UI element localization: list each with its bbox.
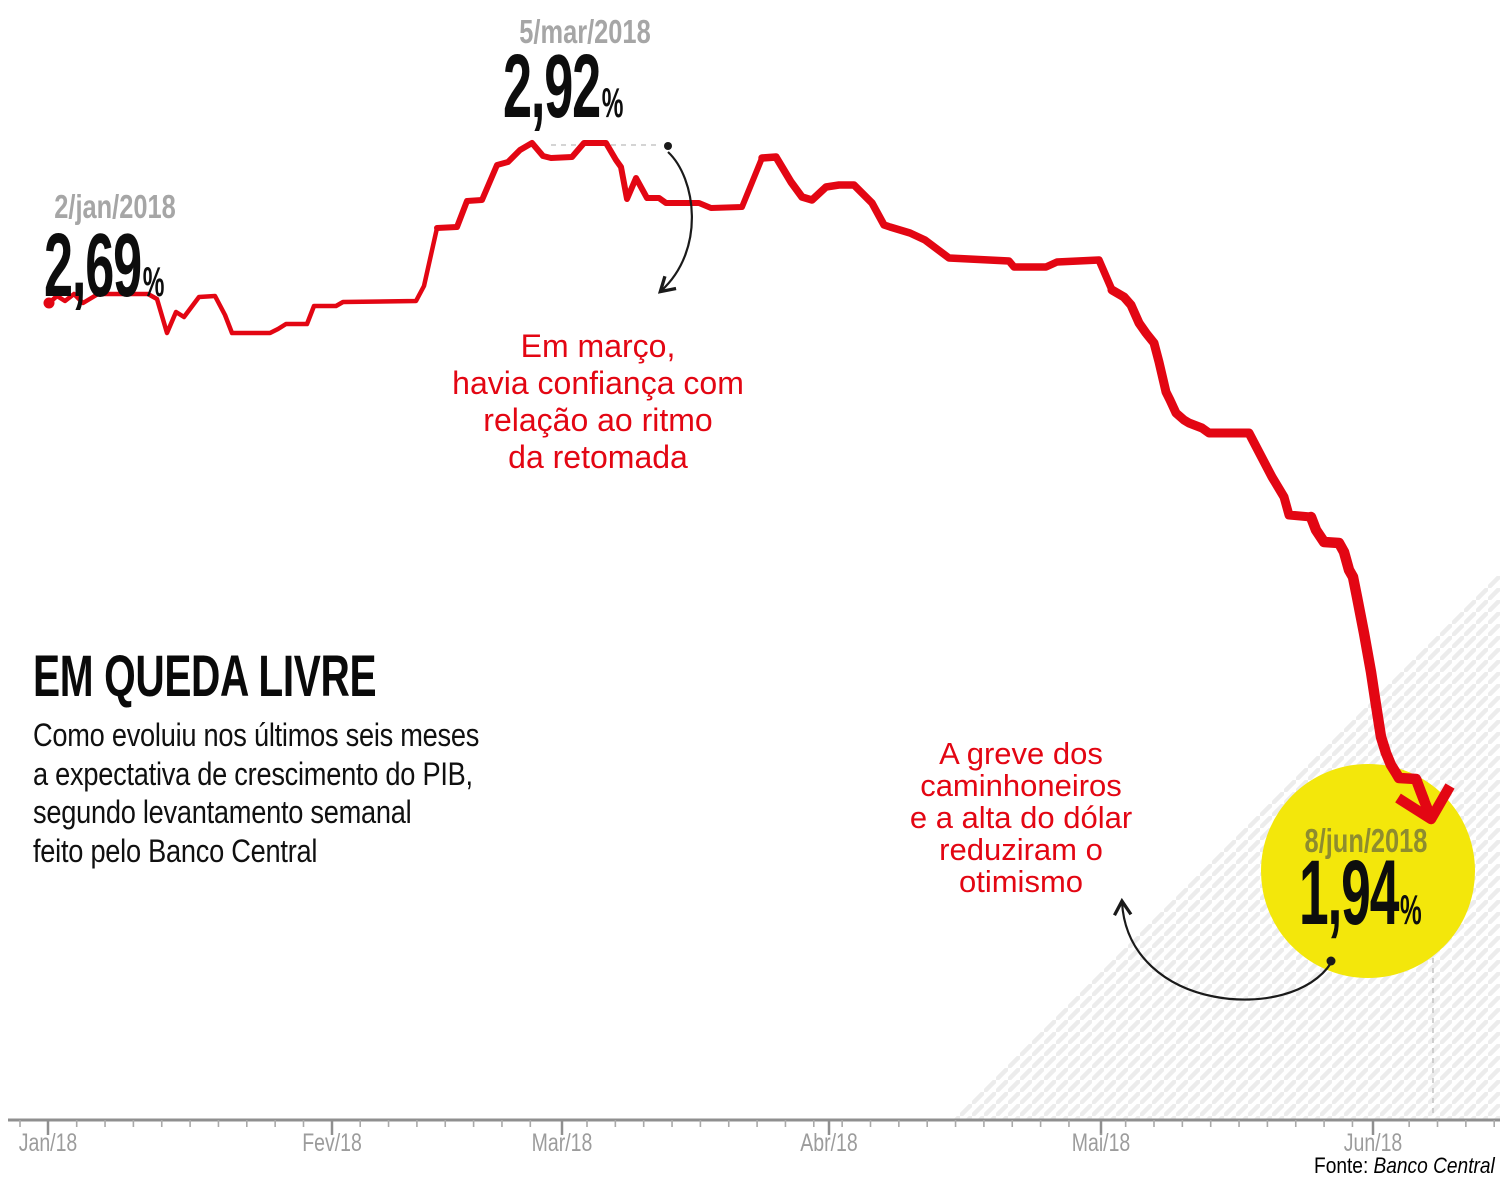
axis-month-label-jun-18: Jun/18 <box>1343 1129 1403 1157</box>
callout-start-value: 2,69% <box>44 221 164 311</box>
march-curved-arrow-icon <box>657 151 693 294</box>
march-connector-dot <box>664 142 672 150</box>
june-connector-dot <box>1326 956 1336 966</box>
axis-month-label-mar-18: Mar/18 <box>531 1129 593 1157</box>
x-axis-ticks <box>19 1120 1495 1135</box>
end-value-unit: % <box>1399 886 1422 933</box>
source-prefix: Fonte: <box>1314 1153 1369 1178</box>
annotation-march: Em março, havia confiança com relação ao… <box>452 328 744 475</box>
axis-month-label-mai-18: Mai/18 <box>1071 1129 1131 1157</box>
start-value-number: 2,69 <box>44 216 142 316</box>
hatch-decoration <box>950 569 1500 1119</box>
june-curved-arrow-icon <box>1113 897 1332 1001</box>
gdp-expectation-line <box>46 140 1430 806</box>
page-subtitle: Como evoluiu nos últimos seis meses a ex… <box>33 717 480 869</box>
gdp-line-segment <box>434 140 765 231</box>
callout-peak-date: 5/mar/2018 <box>519 13 651 50</box>
callout-end-value: 1,94% <box>1299 847 1422 939</box>
callout-end-date: 8/jun/2018 <box>1304 822 1428 859</box>
peak-value-unit: % <box>601 79 624 126</box>
gdp-line-segment <box>758 153 1116 294</box>
line-end-arrow-icon <box>1395 777 1455 825</box>
peak-value-number: 2,92 <box>503 37 601 137</box>
source-name: Banco Central <box>1373 1153 1495 1178</box>
axis-month-label-fev-18: Fev/18 <box>302 1129 362 1157</box>
x-axis <box>8 1118 1500 1135</box>
annotation-june: A greve dos caminhoneiros e a alta do dó… <box>909 736 1133 899</box>
source-credit: Fonte: Banco Central <box>1314 1153 1495 1179</box>
callout-start-date: 2/jan/2018 <box>54 188 176 225</box>
callout-peak-value: 2,92% <box>503 42 623 132</box>
page-title: EM QUEDA LIVRE <box>33 644 377 709</box>
gdp-line-segment <box>1107 285 1316 522</box>
end-value-number: 1,94 <box>1299 842 1399 944</box>
gdp-line-segment <box>1305 511 1430 806</box>
axis-month-label-jan-18: Jan/18 <box>18 1129 78 1157</box>
axis-month-label-abr-18: Abr/18 <box>800 1129 858 1157</box>
line-start-dot <box>43 297 55 309</box>
start-value-unit: % <box>142 258 165 305</box>
annotation-connectors <box>657 142 1336 1001</box>
gdp-line-segment <box>46 225 440 336</box>
